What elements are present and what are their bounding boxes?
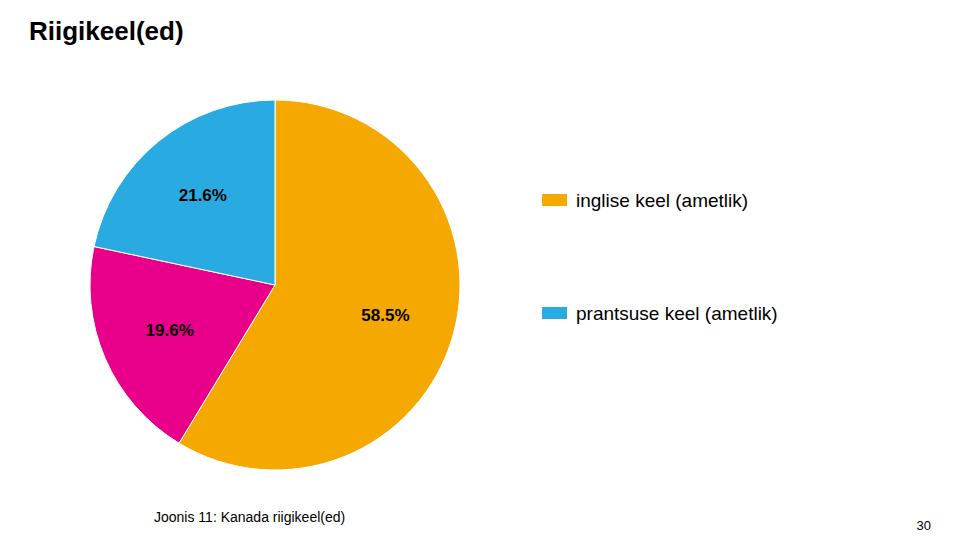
legend-entry: inglise keel (ametlik) <box>576 190 748 211</box>
data-labels: 58.5% 19.6% 21.6% <box>146 186 410 340</box>
legend: inglise keel (ametlik) prantsuse keel (am… <box>542 190 778 324</box>
legend-swatch <box>542 194 567 206</box>
chart: Riigikeel(ed) 58.5% 19.6% 21.6% inglise keel… <box>0 0 960 540</box>
legend-entry: prantsuse keel (ametlik) <box>576 303 778 324</box>
data-label: 21.6% <box>179 186 227 205</box>
pie <box>90 100 460 470</box>
legend-swatch <box>542 307 567 319</box>
title: Riigikeel(ed) <box>29 16 184 46</box>
page-number: 30 <box>917 518 931 533</box>
caption: Joonis 11: Kanada riigikeel(ed) <box>154 509 345 525</box>
pie-slice <box>94 100 275 285</box>
data-label: 19.6% <box>146 321 194 340</box>
data-label: 58.5% <box>361 306 409 325</box>
